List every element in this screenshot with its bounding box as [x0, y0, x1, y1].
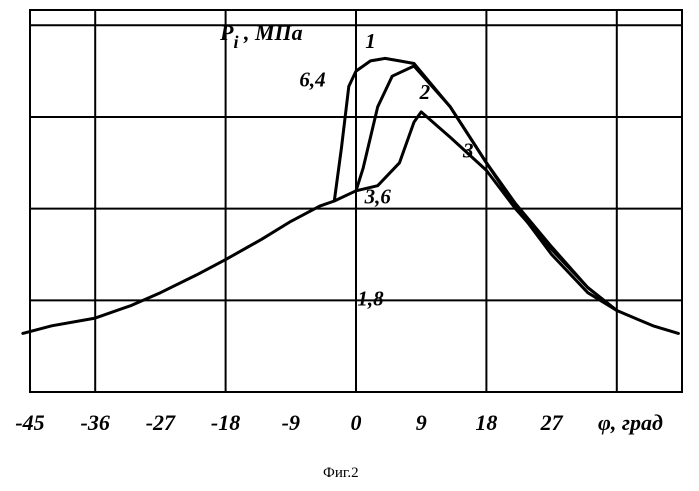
- value-annotation: 6,4: [299, 67, 325, 91]
- grid: [30, 10, 682, 392]
- x-tick-label: 0: [351, 410, 362, 435]
- annotations: 6,4 3,6 1,8 1 2 3: [299, 29, 473, 310]
- x-tick-label: -45: [15, 410, 44, 435]
- y-axis-label-rest: , МПа: [238, 20, 302, 45]
- x-axis-label: φ, град: [598, 410, 663, 435]
- x-tick-label: -9: [282, 410, 300, 435]
- value-annotation: 1,8: [357, 286, 384, 310]
- curve-label-2: 2: [419, 80, 431, 104]
- y-axis-label: Pi , МПа: [219, 20, 303, 52]
- chart: -45 -36 -27 -18 -9 0 9 18 27 6,4 3,6 1,8 1 2 3 Pi , М…: [0, 0, 699, 491]
- value-annotation: 3,6: [364, 185, 392, 209]
- x-tick-label: -27: [146, 410, 176, 435]
- x-tick-label: -36: [81, 410, 110, 435]
- curve-label-1: 1: [365, 29, 376, 53]
- x-tick-label: -18: [211, 410, 240, 435]
- x-tick-label: 18: [475, 410, 497, 435]
- figure-caption: Фиг.2: [323, 465, 359, 481]
- x-tick-label: 9: [416, 410, 427, 435]
- x-tick-labels: -45 -36 -27 -18 -9 0 9 18 27: [15, 410, 563, 435]
- series-line-1: [23, 58, 679, 333]
- curve-label-3: 3: [462, 139, 474, 163]
- y-axis-label-main: P: [219, 20, 234, 45]
- x-tick-label: 27: [540, 410, 564, 435]
- curve-layer: [23, 58, 679, 333]
